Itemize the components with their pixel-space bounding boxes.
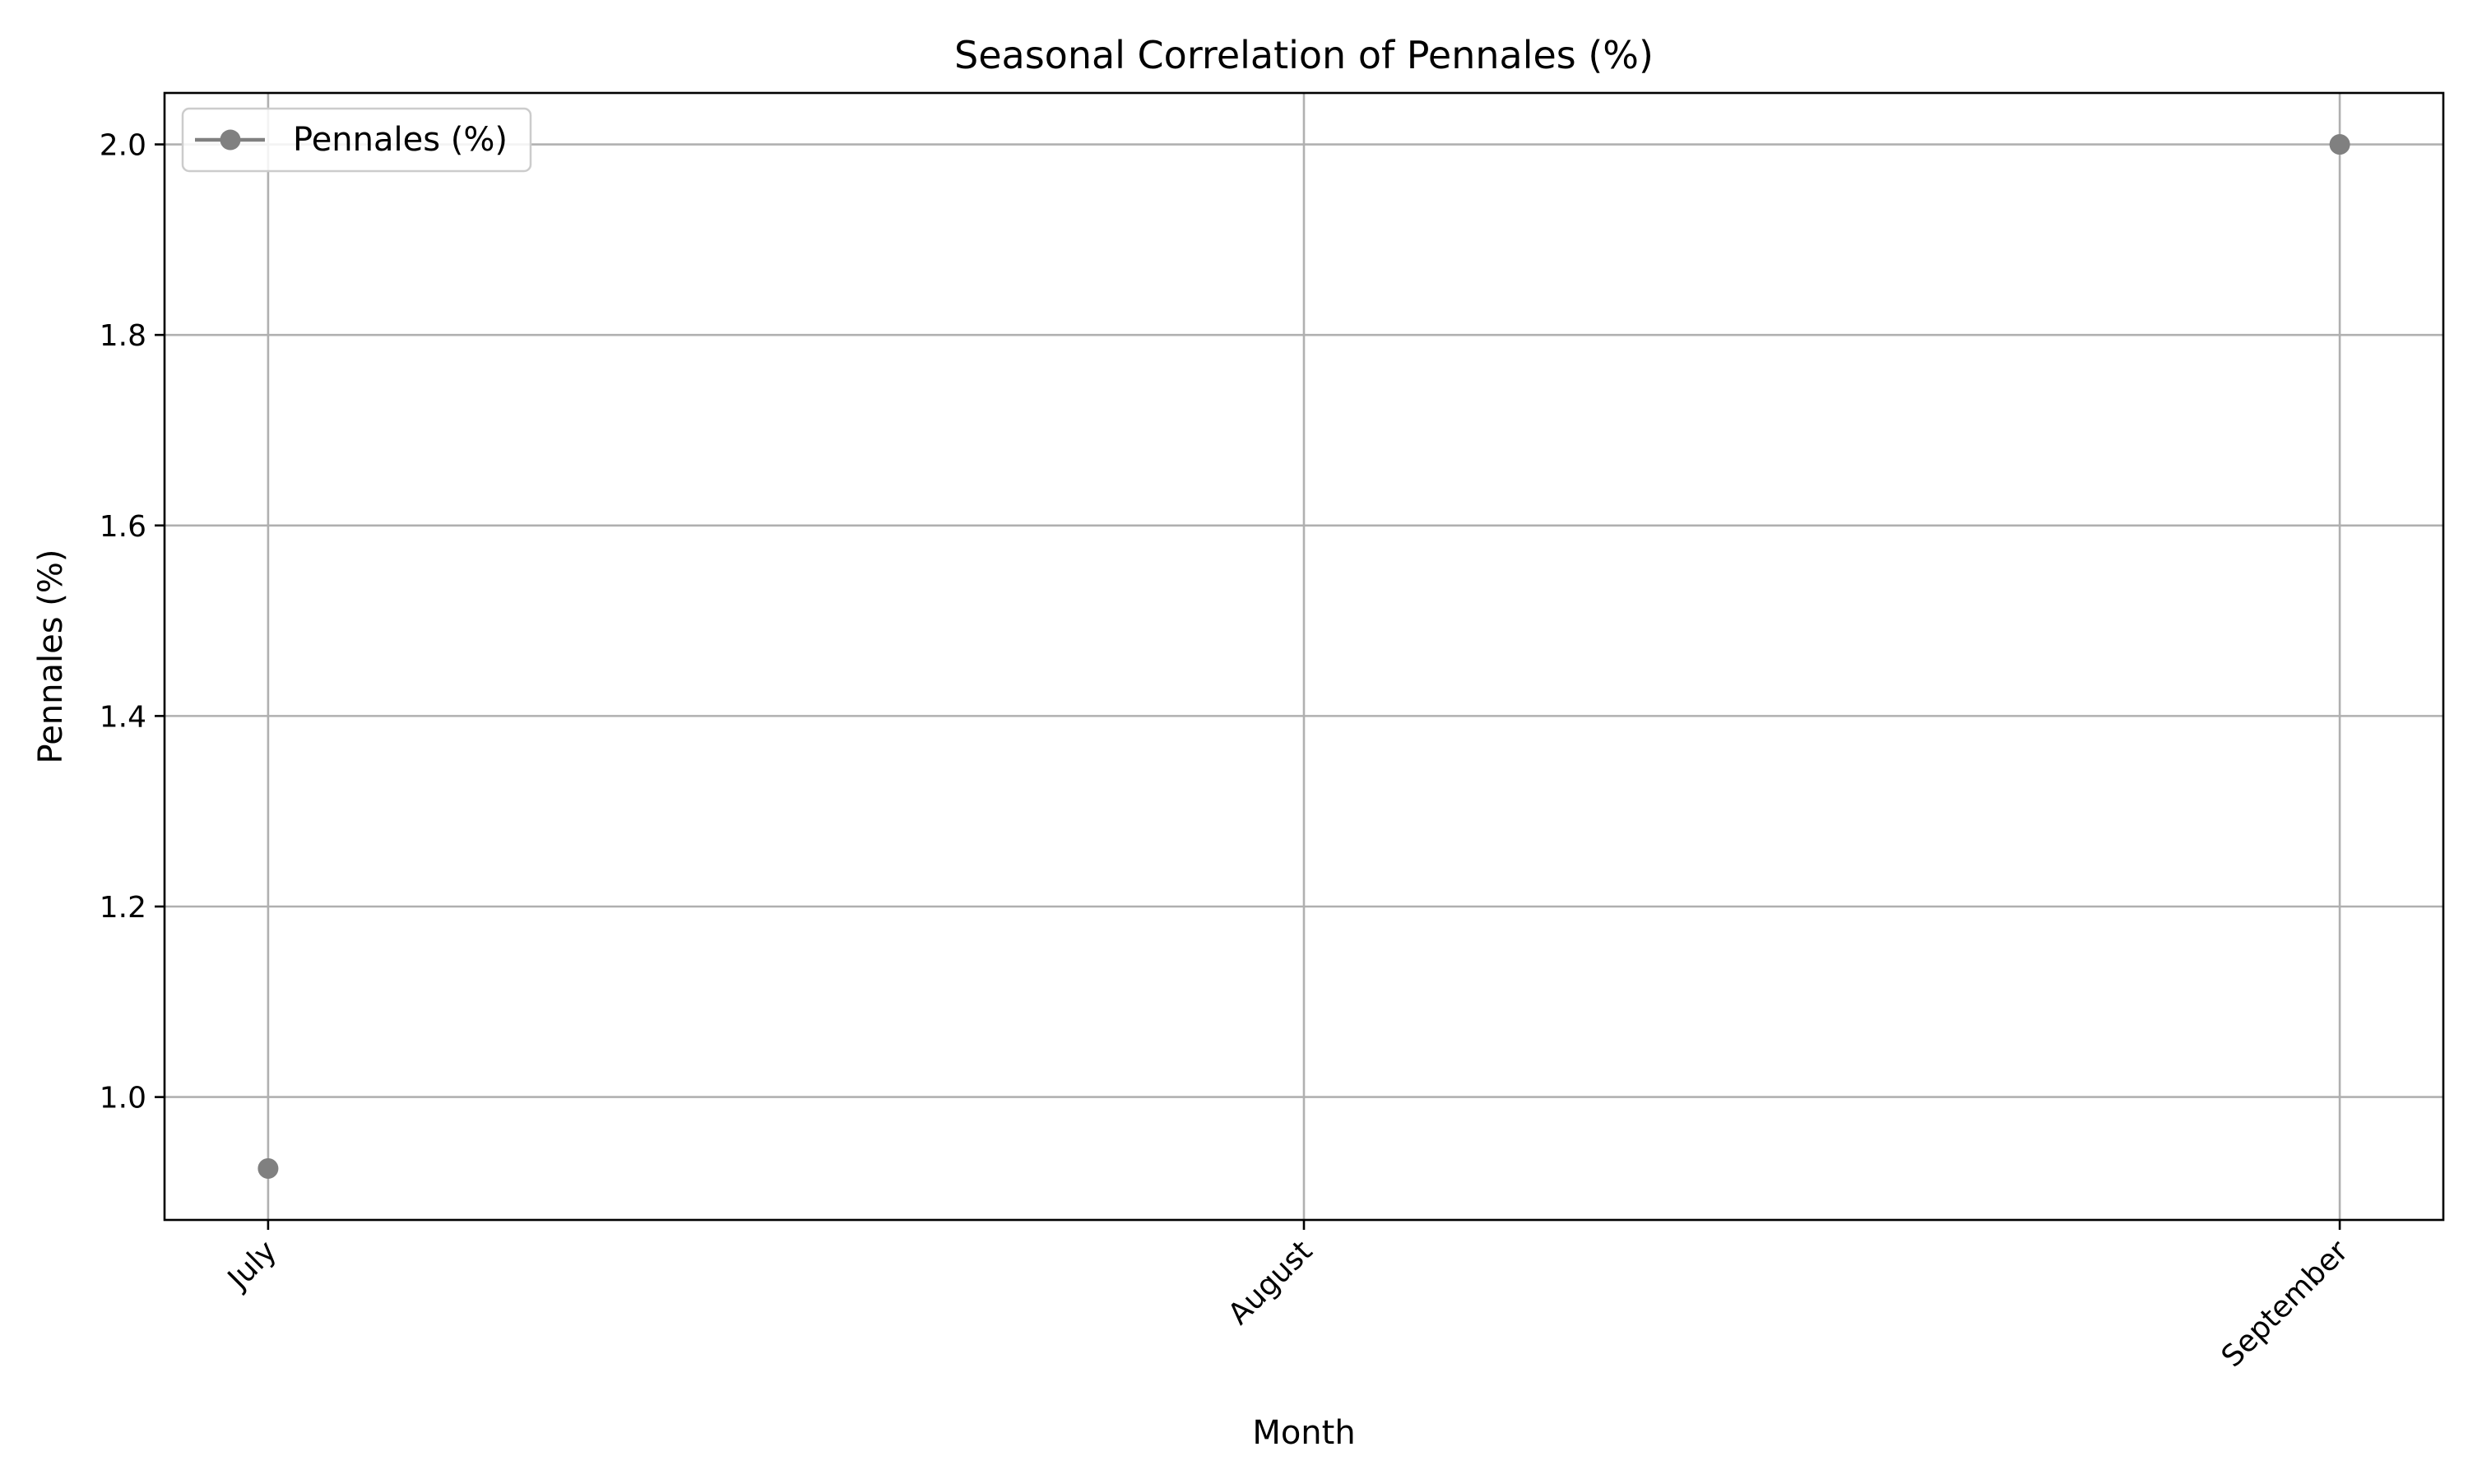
legend-label: Pennales (%) (293, 121, 508, 159)
grid-layer (165, 93, 2443, 1220)
data-point-september (2329, 134, 2350, 155)
chart-title: Seasonal Correlation of Pennales (%) (954, 33, 1654, 77)
legend-marker-swatch (220, 129, 241, 151)
series-layer (257, 134, 2350, 1179)
plot-area-frame (163, 91, 2445, 1222)
legend-box (181, 107, 532, 173)
y-tick-label: 1.2 (100, 891, 146, 925)
y-axis-label: Pennales (%) (32, 549, 70, 763)
legend: Pennales (%) (181, 107, 532, 173)
y-tick-label: 1.0 (100, 1082, 146, 1115)
y-tick-label: 1.6 (100, 510, 146, 544)
x-axis-label: Month (1252, 1414, 1355, 1452)
data-point-july (257, 1157, 279, 1179)
y-tick-label: 1.8 (100, 319, 146, 353)
y-tick-label: 1.4 (100, 700, 146, 734)
y-tick-label: 2.0 (100, 129, 146, 163)
